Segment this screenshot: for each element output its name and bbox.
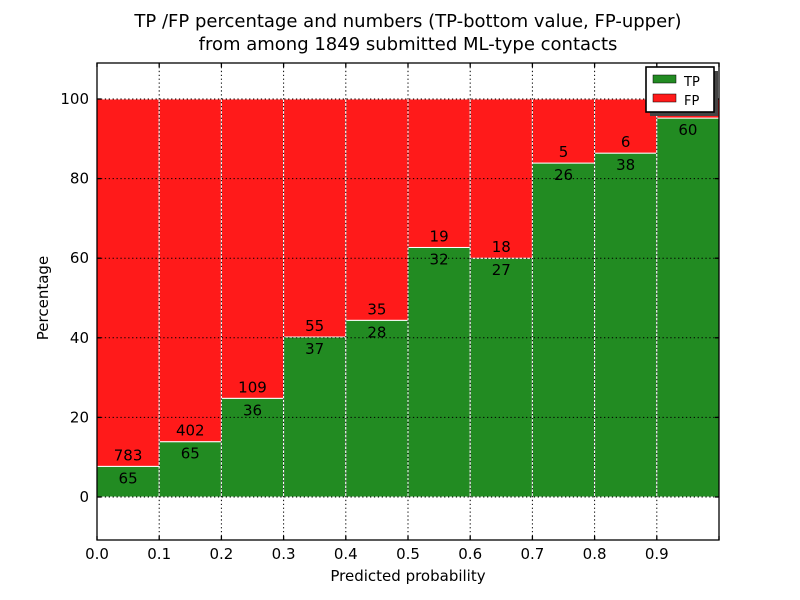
legend-swatch-fp [652, 93, 677, 103]
x-tick-label-0.8: 0.8 [583, 545, 607, 563]
bar-7-fp-segment [531, 98, 596, 164]
tp-count-label-1: 65 [181, 445, 200, 463]
tp-count-label-0: 65 [119, 469, 138, 487]
fp-count-label-2: 109 [238, 378, 267, 396]
x-tick-label-0.9: 0.9 [645, 545, 669, 563]
y-tick-label-20: 20 [70, 408, 89, 426]
bar-5-tp-segment [407, 246, 471, 498]
tp-count-label-9: 60 [678, 121, 697, 139]
x-tick-label-0.0: 0.0 [85, 545, 109, 563]
fp-count-label-5: 19 [430, 227, 449, 245]
bar-5-fp-segment [407, 98, 471, 248]
tp-count-label-3: 37 [305, 340, 324, 358]
bar-7-tp-segment [531, 162, 596, 498]
fp-count-label-6: 18 [492, 238, 511, 256]
x-tick-label-0.4: 0.4 [334, 545, 358, 563]
bar-4-tp-segment [345, 319, 409, 498]
bar-6-fp-segment [469, 98, 533, 259]
gridlines-layer [97, 63, 719, 540]
fp-count-label-7: 5 [559, 143, 569, 161]
chart-title-line1: TP /FP percentage and numbers (TP-bottom… [133, 11, 681, 32]
x-tick-label-0.2: 0.2 [209, 545, 233, 563]
x-tick-label-0.6: 0.6 [458, 545, 482, 563]
tick-labels-layer: 0.0 0.1 0.2 0.3 0.4 0.5 0.6 0.7 0.8 0.9 0 20 40 60 80 1… [60, 90, 668, 563]
x-tick-label-0.5: 0.5 [396, 545, 420, 563]
y-tick-label-40: 40 [70, 329, 89, 347]
legend-swatch-tp [652, 74, 677, 84]
tp-count-label-7: 26 [554, 166, 573, 184]
bar-2-tp-segment [220, 397, 285, 498]
fp-count-label-4: 35 [367, 300, 386, 318]
tp-count-label-6: 27 [492, 261, 511, 279]
bar-1-tp-segment [158, 441, 222, 498]
x-axis-label: Predicted probability [330, 567, 485, 585]
y-axis-label: Percentage [34, 256, 52, 340]
legend-label-fp: FP [684, 94, 699, 109]
y-tick-label-100: 100 [60, 90, 89, 108]
bar-1-fp-segment [158, 98, 222, 443]
bar-2-fp-segment [220, 98, 285, 399]
chart-title-line2: from among 1849 submitted ML-type contac… [199, 34, 618, 55]
ticks-layer [96, 63, 720, 540]
fp-count-label-1: 402 [176, 422, 205, 440]
tp-count-label-4: 28 [367, 323, 386, 341]
legend-label-tp: TP [683, 75, 700, 90]
bar-3-fp-segment [283, 98, 347, 338]
fp-count-label-8: 6 [621, 133, 631, 151]
bar-0-tp-segment [96, 465, 160, 498]
bars-layer [96, 98, 720, 498]
bar-9-tp-segment [656, 117, 720, 498]
x-tick-label-0.1: 0.1 [147, 545, 171, 563]
x-tick-label-0.3: 0.3 [272, 545, 296, 563]
bar-6-tp-segment [469, 257, 533, 498]
bar-0-fp-segment [96, 98, 160, 467]
tp-count-label-2: 36 [243, 401, 262, 419]
bar-4-fp-segment [345, 98, 409, 321]
legend-box [645, 66, 715, 113]
bar-8-tp-segment [594, 152, 658, 498]
fp-count-label-3: 55 [305, 317, 324, 335]
tp-count-label-5: 32 [430, 250, 449, 268]
legend: TP FP [645, 66, 718, 116]
y-tick-label-0: 0 [79, 488, 89, 506]
x-tick-label-0.7: 0.7 [520, 545, 544, 563]
count-labels-layer: 65 783 65 402 36 109 37 55 28 35 32 19 27 18 26 5 38 6 60 [114, 121, 698, 487]
y-tick-label-80: 80 [70, 170, 89, 188]
fp-count-label-0: 783 [114, 446, 143, 464]
y-tick-label-60: 60 [70, 249, 89, 267]
tp-count-label-8: 38 [616, 156, 635, 174]
